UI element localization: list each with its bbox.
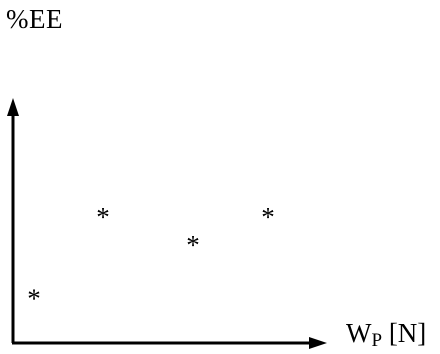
data-points: * * * * bbox=[27, 202, 275, 314]
data-point-4: * bbox=[261, 202, 275, 232]
x-label-subscript: P bbox=[371, 330, 383, 351]
x-label-unit: [N] bbox=[382, 318, 427, 348]
data-point-3: * bbox=[186, 230, 200, 260]
x-axis-arrowhead bbox=[309, 337, 327, 349]
data-point-2: * bbox=[96, 202, 110, 232]
x-axis-label: WP [N] bbox=[346, 318, 426, 352]
x-label-main: W bbox=[346, 318, 372, 348]
y-axis-label: %EE bbox=[6, 4, 63, 34]
data-point-1: * bbox=[27, 283, 41, 313]
y-axis-arrowhead bbox=[7, 98, 19, 116]
